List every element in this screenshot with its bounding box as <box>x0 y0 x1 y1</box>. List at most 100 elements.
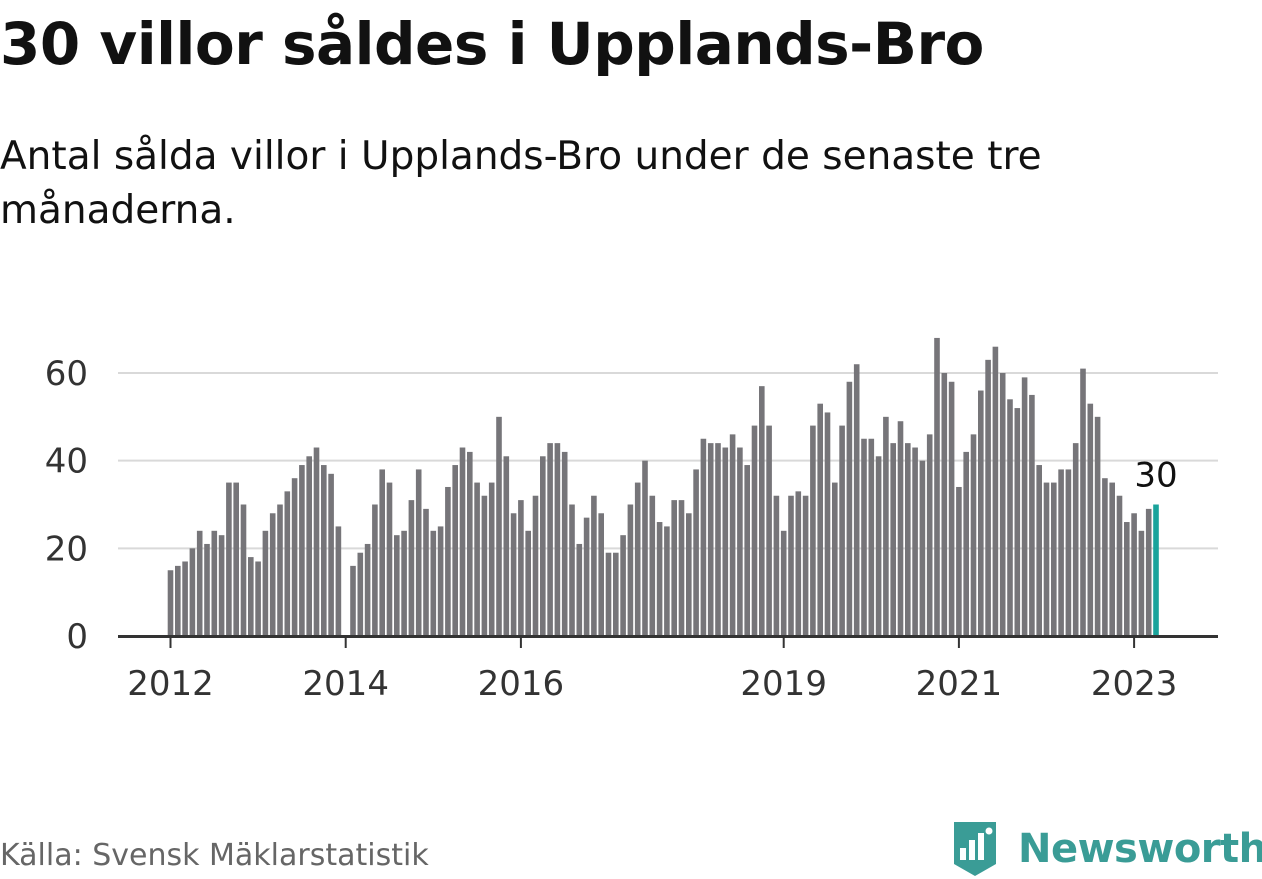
bar <box>1094 416 1101 636</box>
bar <box>634 482 641 636</box>
bar <box>532 495 539 636</box>
bar <box>372 504 378 636</box>
bar <box>1065 469 1072 636</box>
bar <box>525 530 531 636</box>
bar <box>817 403 823 636</box>
bar <box>1007 399 1013 636</box>
bar <box>868 438 875 636</box>
bar <box>386 482 393 636</box>
bar <box>1116 495 1123 636</box>
bar <box>503 456 510 636</box>
bar <box>802 495 809 636</box>
x-axis <box>118 635 1218 648</box>
bar <box>233 482 239 636</box>
bar <box>686 513 692 636</box>
bar <box>204 543 210 636</box>
bar <box>313 447 320 636</box>
bar <box>1072 443 1079 636</box>
bar <box>978 390 984 636</box>
bar <box>613 552 619 636</box>
bar <box>459 447 466 636</box>
bar <box>832 482 838 636</box>
bar <box>846 381 853 636</box>
bar <box>627 504 634 636</box>
bar <box>467 451 473 636</box>
bar <box>671 500 677 636</box>
bar <box>1102 478 1108 636</box>
newsworthy-logo-icon <box>954 822 996 876</box>
bar <box>642 460 648 636</box>
bar <box>1124 522 1130 636</box>
bar <box>452 465 458 636</box>
bar <box>189 548 196 636</box>
bar <box>423 508 429 636</box>
bar <box>1051 482 1057 636</box>
source-note: Källa: Svensk Mäklarstatistik <box>0 838 429 873</box>
bar <box>226 482 232 636</box>
bar <box>561 451 568 636</box>
bar <box>883 416 889 636</box>
brand-name: Newsworthy <box>1018 826 1262 872</box>
bar <box>408 500 415 636</box>
bar <box>1080 368 1086 636</box>
x-tick-label: 2023 <box>1091 664 1178 704</box>
bar <box>759 386 765 636</box>
bar <box>547 443 553 636</box>
bar <box>722 447 729 636</box>
bar <box>912 447 918 636</box>
bar <box>1145 508 1152 636</box>
bar <box>963 451 969 636</box>
bar <box>948 381 955 636</box>
bar <box>890 443 896 636</box>
bar <box>415 469 422 636</box>
bar <box>956 486 962 636</box>
bar <box>284 491 291 636</box>
bar <box>897 421 904 636</box>
bar <box>474 482 480 636</box>
bar <box>488 482 495 636</box>
bar <box>970 434 977 636</box>
bar <box>540 456 546 636</box>
bar <box>496 416 502 636</box>
bar <box>518 500 524 636</box>
bar <box>861 438 867 636</box>
bar <box>934 337 940 636</box>
bar <box>576 543 583 636</box>
bar <box>1087 403 1094 636</box>
bar <box>605 552 612 636</box>
y-tick-label: 20 <box>45 529 88 569</box>
bar <box>715 443 721 636</box>
bar <box>737 447 743 636</box>
bar <box>678 500 685 636</box>
bar <box>649 495 656 636</box>
x-tick-label: 2012 <box>127 664 214 704</box>
bar <box>853 364 860 636</box>
bar <box>620 535 626 636</box>
bar <box>248 557 254 636</box>
bar <box>941 373 948 636</box>
chart-subtitle: Antal sålda villor i Upplands-Bro under … <box>0 134 1042 233</box>
bar <box>401 530 407 636</box>
bar <box>350 565 356 636</box>
bar <box>1109 482 1115 636</box>
y-tick-label: 60 <box>45 354 88 394</box>
y-tick-label: 0 <box>66 617 88 657</box>
bar <box>905 443 911 636</box>
bar <box>780 530 787 636</box>
bar <box>810 425 816 636</box>
bar <box>773 495 780 636</box>
bar <box>357 552 364 636</box>
bar <box>167 570 174 636</box>
bar <box>824 412 831 636</box>
bar <box>664 526 670 636</box>
x-tick-label: 2019 <box>740 664 827 704</box>
x-tick-label: 2021 <box>916 664 1003 704</box>
bar <box>992 346 999 636</box>
bar <box>1131 513 1137 636</box>
bar <box>569 504 575 636</box>
bar <box>554 443 561 636</box>
bar <box>700 438 707 636</box>
chart-title: 30 villor såldes i Upplands-Bro <box>0 10 984 78</box>
bar <box>1138 530 1145 636</box>
